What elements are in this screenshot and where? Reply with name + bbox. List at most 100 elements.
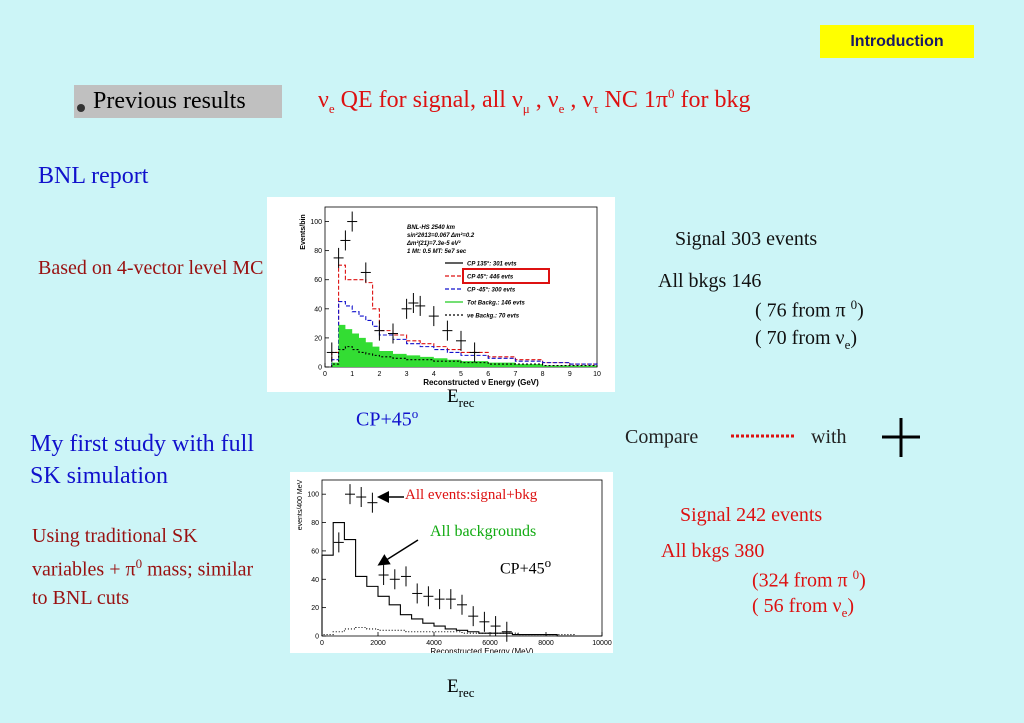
sup-zero: 0 [852,567,860,582]
series-area-background [331,324,597,367]
sub-e: e [328,100,335,116]
compare-label: Compare [625,426,699,448]
nu-symbol: ν [547,87,559,113]
pi0-post: ) [859,569,866,592]
y-tick-label: 80 [311,520,319,527]
legend-entry: Tot Backg.: 146 evts [467,301,525,307]
series-line [321,626,602,637]
sup-zero: 0 [850,297,858,312]
erec-label-1: Erec [447,386,474,411]
y-tick-label: 0 [318,365,322,372]
previous-results-bullet: Previous results [74,85,282,118]
bnl-signal: Signal 303 events [675,228,818,250]
error-cross-icon [882,418,920,457]
series-line [331,264,598,367]
bnl-report-title: BNL report [38,163,149,189]
x-tick-label: 5 [459,371,463,378]
sk-signal: Signal 242 events [680,504,823,526]
bullet-icon [77,103,85,112]
erec-main: E [447,386,459,407]
sub-e: e [841,605,848,620]
sub-e: e [844,337,851,352]
info-line: BNL-HS 2540 km [407,225,456,231]
sub-mu: μ [522,100,530,116]
y-tick-label: 100 [307,492,319,499]
nu-symbol: ν [835,327,845,349]
x-tick-label: 7 [513,371,517,378]
legend-highlight [462,268,550,284]
legend-entry: νe Backg.: 70 evts [467,314,520,320]
series-line [331,300,598,367]
headline-part3: for bkg [674,87,751,113]
x-tick-label: 4000 [426,640,442,647]
annot-all-events: All events:signal+bkg [405,487,538,503]
info-line: Δm²(21)=7.3e-5 eV² [406,240,462,247]
sk-note: Using traditional SK variables + π0 mass… [32,522,272,612]
nue-pre: ( 56 from [752,595,833,617]
annot-all-backgrounds: All backgrounds [430,523,537,540]
sup-zero: 0 [135,556,143,571]
nue-pre: ( 70 from [755,327,836,349]
sk-all-bkgs: All bkgs 380 [661,540,765,562]
annot-cp-sup: o [544,555,552,570]
x-tick-label: 2 [377,371,381,378]
pi0-pre: ( 76 from [755,299,836,322]
nue-post: ) [847,595,855,617]
previous-results-label: Previous results [93,88,246,114]
y-tick-label: 40 [314,306,322,313]
y-tick-label: 20 [311,605,319,612]
introduction-badge: Introduction [820,25,974,58]
x-tick-label: 1 [350,371,354,378]
headline-part1: QE for signal, all [334,87,512,113]
nu-symbol: ν [832,595,842,617]
legend-entry: CP 45°: 446 evts [467,275,514,281]
pi0-pre: (324 from [752,569,838,592]
erec-main: E [447,676,459,697]
sk-pi0-count: (324 from π 0) [752,567,866,593]
sk-study-title: My first study with full SK simulation [30,431,255,489]
separator: , [564,87,583,113]
annotation-arrows-icon [377,491,419,566]
headline: νe QE for signal, all νμ , νe , ντ NC 1π… [318,86,750,117]
x-tick-label: 2000 [370,640,386,647]
pi-symbol: π [835,299,846,322]
info-line: 1 Mt: 0.5 MT: 5e7 sec [407,249,467,255]
headline-part2: NC 1 [598,87,656,113]
y-tick-label: 100 [310,219,322,226]
bnl-plot: 0 1 2 3 4 5 6 7 8 9 10 0 20 40 60 80 100 Reconstructed ν … [267,197,615,392]
red-dotted-line-icon [731,434,795,438]
y-tick-label: 40 [311,577,319,584]
pi-symbol: π [837,569,848,592]
x-tick-label: 6000 [482,640,498,647]
legend-entry: CP 135°: 301 evts [467,262,517,268]
x-tick-label: 0 [320,640,324,647]
sk-note-post: mass; similar to BNL cuts [32,558,254,609]
pi-symbol: π [125,558,136,581]
x-axis-label: Reconstructed Energy (MeV) [430,647,533,653]
separator: , [529,87,548,113]
sup-zero: 0 [667,86,675,101]
sk-chart: 0 2000 4000 6000 8000 10000 0 20 40 60 80 100 Recons… [297,479,612,656]
nu-symbol: ν [582,87,594,113]
x-tick-label: 0 [323,371,327,378]
y-tick-label: 60 [314,277,322,284]
sk-plot: 0 2000 4000 6000 8000 10000 0 20 40 60 80 100 Recons… [290,472,613,656]
y-tick-label: 60 [311,548,319,555]
nu-symbol: ν [318,87,329,113]
y-tick-label: 80 [314,248,322,255]
sk-nue-count: ( 56 from νe) [752,595,854,621]
erec-sub: rec [458,684,475,700]
y-axis-label: Events/bin [300,214,307,249]
bnl-note: Based on 4-vector level MC [38,257,264,279]
with-label: with [811,426,847,448]
sk-note-pre: Using traditional SK variables + [32,525,198,581]
cp45-label: CP+45o [356,406,418,432]
x-axis-label: Reconstructed ν Energy (GeV) [423,378,539,387]
y-axis-label: events/400 MeV [297,479,304,530]
pi0-post: ) [857,299,864,322]
y-tick-label: 20 [314,335,322,342]
bnl-pi0-count: ( 76 from π 0) [755,297,864,323]
x-tick-label: 8 [541,371,545,378]
legend-entry: CP -45°: 300 evts [467,288,516,294]
